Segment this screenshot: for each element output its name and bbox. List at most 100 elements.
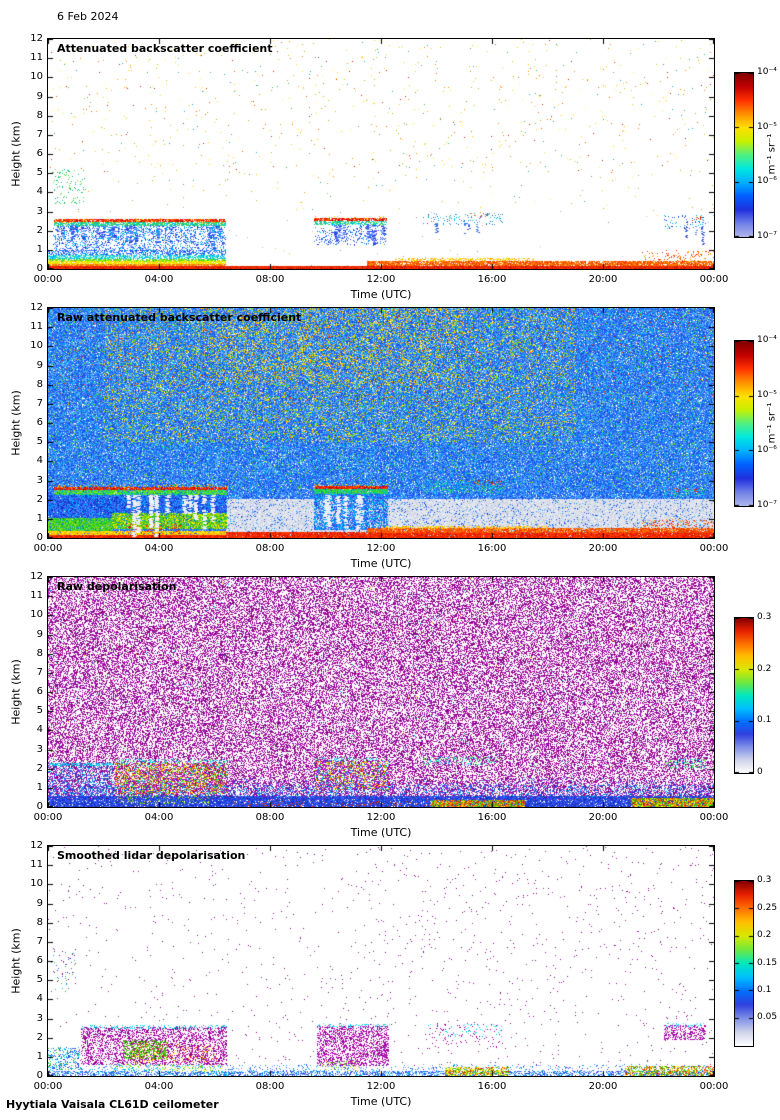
colorbar-tick-label: 10⁻⁷: [757, 500, 777, 510]
x-tick-label: 08:00: [255, 543, 285, 554]
y-tick-label: 4: [36, 993, 43, 1005]
colorbar-tick-label: 10⁻⁶: [757, 445, 777, 456]
x-tick-label: 04:00: [144, 274, 174, 285]
y-tick-label: 10: [30, 340, 43, 352]
y-tick-label: 1: [36, 781, 43, 793]
date-label: 6 Feb 2024: [57, 10, 119, 23]
y-tick-label: 2: [36, 493, 43, 505]
y-tick-label: 11: [30, 590, 43, 602]
y-tick-label: 4: [36, 455, 43, 467]
y-tick-label: 5: [36, 705, 43, 717]
y-tick-label: 12: [30, 33, 43, 44]
heatmap-canvas: [48, 39, 714, 269]
colorbar-tick-label: 0.2: [757, 929, 772, 940]
y-tick-label: 9: [36, 897, 43, 909]
y-tick-label: 2: [36, 1031, 43, 1043]
y-tick-label: 12: [30, 571, 43, 582]
colorbar-gradient: [735, 881, 753, 1046]
panel-attenuated-backscatter: Height (km) Attenuated backscatter coeff…: [0, 33, 780, 301]
y-tick-label: 6: [36, 148, 43, 159]
x-tick-label: 00:00: [33, 812, 63, 823]
colorbar-tick-label: 10⁻⁵: [757, 389, 777, 400]
heatmap-canvas: [48, 308, 714, 538]
x-tick-label: 20:00: [588, 812, 618, 823]
y-tick-label: 12: [30, 840, 43, 851]
x-tick-label: 00:00: [699, 274, 729, 285]
y-tick-label: 8: [36, 378, 43, 390]
x-tick-label: 12:00: [366, 1081, 396, 1092]
x-tick-label: 08:00: [255, 274, 285, 285]
panel-raw-attenuated-backscatter: Height (km) Raw attenuated backscatter c…: [0, 302, 780, 570]
colorbar-gradient: [735, 73, 753, 237]
y-tick-label: 12: [30, 302, 43, 313]
x-tick-label: 20:00: [588, 274, 618, 285]
x-tick-label: 00:00: [33, 274, 63, 285]
colorbar-tick-label: 0: [757, 767, 763, 777]
y-tick-label: 9: [36, 90, 43, 102]
y-tick-label: 1: [36, 512, 43, 524]
y-tick-label: 8: [36, 109, 43, 121]
x-axis-label: Time (UTC): [350, 557, 412, 570]
y-tick-label: 5: [36, 436, 43, 448]
y-tick-label: 5: [36, 974, 43, 986]
colorbar-unit-label: m⁻¹ sr⁻¹: [766, 133, 778, 175]
colorbar-tick-label: 0.2: [757, 663, 772, 674]
x-tick-label: 00:00: [699, 543, 729, 554]
plot-area: Smoothed lidar depolarisation: [47, 845, 715, 1077]
y-tick-label: 3: [36, 474, 43, 486]
y-tick-label: 10: [30, 71, 43, 83]
y-tick-label: 6: [36, 417, 43, 428]
colorbar-tick-label: 10⁻⁶: [757, 176, 777, 187]
y-tick-label: 7: [36, 397, 43, 409]
y-tick-label: 7: [36, 935, 43, 947]
colorbar-gradient: [735, 618, 753, 773]
x-tick-label: 08:00: [255, 812, 285, 823]
x-axis-label: Time (UTC): [350, 826, 412, 839]
x-tick-label: 16:00: [477, 1081, 507, 1092]
x-tick-label: 00:00: [699, 812, 729, 823]
colorbar-unit-label: m⁻¹ sr⁻¹: [766, 402, 778, 443]
y-tick-label: 2: [36, 762, 43, 774]
x-tick-label: 04:00: [144, 812, 174, 823]
y-tick-label: 0: [36, 532, 43, 543]
y-tick-label: 1: [36, 1050, 43, 1062]
y-tick-label: 5: [36, 167, 43, 179]
instrument-footer: Hyytiala Vaisala CL61D ceilometer: [6, 1098, 219, 1111]
colorbar-tick-label: 0.15: [757, 957, 778, 968]
plot-area: Raw attenuated backscatter coefficient: [47, 307, 715, 539]
y-tick-label: 3: [36, 1012, 43, 1024]
y-tick-label: 8: [36, 916, 43, 928]
x-tick-label: 16:00: [477, 274, 507, 285]
colorbar-tick-label: 10⁻⁴: [757, 67, 777, 77]
colorbar-tick-label: 0.1: [757, 985, 772, 996]
y-tick-label: 11: [30, 859, 43, 871]
x-tick-label: 00:00: [33, 543, 63, 554]
colorbar: [734, 880, 754, 1047]
panel-raw-depolarisation: Height (km) Raw depolarisation Time (UTC…: [0, 571, 780, 839]
x-axis-label: Time (UTC): [350, 1095, 412, 1108]
y-tick-label: 7: [36, 128, 43, 140]
y-tick-label: 8: [36, 647, 43, 659]
x-tick-label: 04:00: [144, 543, 174, 554]
x-tick-label: 16:00: [477, 543, 507, 554]
y-tick-label: 1: [36, 243, 43, 255]
x-tick-label: 00:00: [699, 1081, 729, 1092]
x-tick-label: 16:00: [477, 812, 507, 823]
x-tick-label: 20:00: [588, 543, 618, 554]
y-tick-label: 0: [36, 263, 43, 274]
colorbar-tick-label: 10⁻⁵: [757, 121, 777, 132]
x-tick-label: 04:00: [144, 1081, 174, 1092]
panel-title: Raw depolarisation: [57, 580, 177, 593]
plot-area: Raw depolarisation: [47, 576, 715, 808]
colorbar-tick-label: 10⁻⁴: [757, 335, 777, 345]
colorbar-tick-label: 0.1: [757, 715, 772, 726]
x-tick-label: 12:00: [366, 812, 396, 823]
panel-smoothed-lidar-depolarisation: Height (km) Smoothed lidar depolarisatio…: [0, 840, 780, 1108]
y-tick-label: 4: [36, 186, 43, 198]
y-tick-label: 10: [30, 609, 43, 621]
y-tick-label: 6: [36, 955, 43, 966]
heatmap-canvas: [48, 846, 714, 1076]
colorbar: [734, 72, 754, 238]
colorbar-gradient: [735, 341, 753, 506]
